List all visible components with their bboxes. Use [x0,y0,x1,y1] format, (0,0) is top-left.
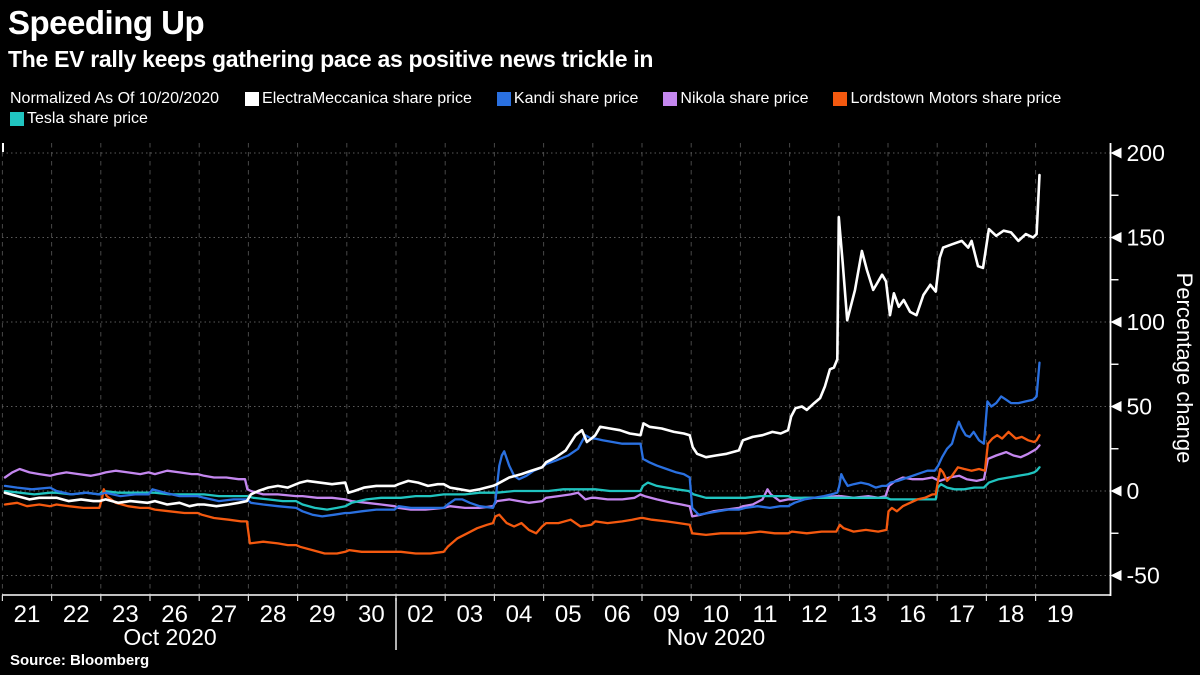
axes [1,143,1112,601]
y-tick-label: 50 [1127,394,1153,420]
day-label: 30 [358,601,385,628]
y-major-tick-arrow [1110,147,1122,159]
series-line-lordstown [3,430,1041,555]
series-lines [3,173,1041,555]
source-label: Source: Bloomberg [10,652,150,669]
month-label: Nov 2020 [667,624,765,650]
y-major-tick-arrow [1110,232,1122,243]
day-label: 12 [801,601,828,628]
legend-swatch-electrameccanica [245,92,260,106]
y-tick-label: -50 [1127,563,1160,589]
page-subtitle: The EV rally keeps gathering pace as pos… [8,46,654,72]
chart-legend: Normalized As Of 10/20/2020 ElectraMecca… [10,89,1190,129]
legend-swatch-tesla [10,112,24,126]
day-label: 28 [260,601,287,628]
legend-swatch-nikola [663,92,678,106]
y-major-tick-arrow [1110,485,1122,497]
day-label: 18 [998,601,1025,628]
day-label: 22 [63,601,90,628]
day-label: 13 [850,601,877,628]
horizontal-gridlines [2,152,1111,576]
month-label: Oct 2020 [123,624,216,650]
page-title: Speeding Up [8,4,205,41]
legend-label-electrameccanica: ElectraMeccanica share price [262,90,472,107]
legend-swatch-kandi [496,92,511,106]
legend-label-nikola: Nikola share price [680,90,809,107]
day-label: 04 [506,601,533,628]
day-label: 21 [14,601,41,628]
legend-swatch-lordstown [833,92,848,106]
day-label: 26 [161,601,188,628]
legend-item-tesla: Tesla share price [10,109,148,129]
y-tick-label: 150 [1127,225,1165,251]
day-label: 11 [753,601,778,628]
legend-row-1: Normalized As Of 10/20/2020 ElectraMecca… [10,89,1190,109]
legend-item-nikola: Nikola share price [663,89,808,109]
day-label: 23 [112,601,139,628]
series-line-nikola [3,444,1041,518]
y-tick-labels: 200 150 100 50 0 -50 [1110,140,1165,589]
y-major-tick-arrow [1110,570,1122,581]
day-label: 10 [702,601,729,628]
y-tick-label: 0 [1127,478,1140,504]
day-label: 03 [456,601,483,628]
day-label: 27 [210,601,237,628]
y-axis-title: Percentage change [1172,273,1197,464]
day-label: 17 [948,601,975,628]
day-label: 09 [653,601,680,628]
vertical-gridlines [1,143,1037,595]
y-tick-label: 100 [1127,309,1165,335]
day-label: 19 [1047,601,1074,628]
y-major-tick-arrow [1110,401,1122,412]
legend-row-2: Tesla share price [10,109,1190,129]
series-line-kandi [3,361,1041,518]
legend-label-kandi: Kandi share price [513,90,639,107]
x-tick-labels: 21 22 23 26 27 28 29 30 02 03 04 05 06 09 10 11 12 13 16 17… [14,601,1074,628]
y-tick-label: 200 [1127,140,1165,166]
legend-label-lordstown: Lordstown Motors share price [850,90,1062,107]
day-label: 02 [407,601,434,628]
legend-item-lordstown: Lordstown Motors share price [833,89,1061,109]
legend-label-tesla: Tesla share price [27,110,148,127]
series-line-electrameccanica [3,173,1041,508]
y-major-tick-arrow [1110,316,1122,328]
series-line-tesla [3,466,1041,511]
legend-item-electrameccanica: ElectraMeccanica share price [245,89,472,109]
day-label: 05 [555,601,582,628]
legend-item-kandi: Kandi share price [496,89,639,109]
normalized-note: Normalized As Of 10/20/2020 [10,90,220,107]
day-label: 06 [604,601,631,628]
day-label: 16 [899,601,926,628]
day-label: 29 [309,601,336,628]
